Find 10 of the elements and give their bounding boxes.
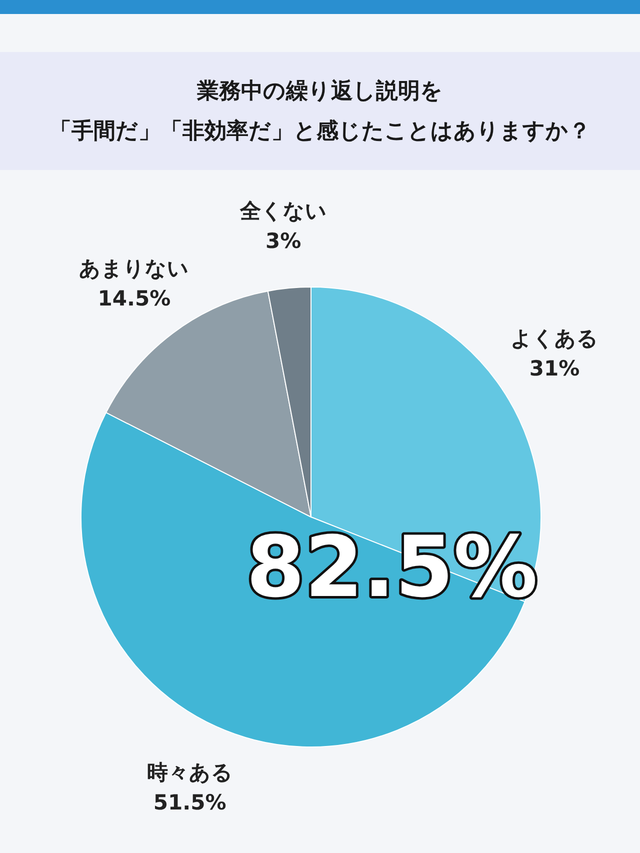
chart-subtitle: 「手間だ」「非効率だ」と感じたことはありますか？	[50, 118, 590, 144]
slice-label: 全くない	[238, 198, 327, 223]
chart-title: 業務中の繰り返し説明を	[196, 79, 443, 104]
data-label: 3%	[265, 228, 302, 253]
slice-label: 時々ある	[146, 760, 233, 784]
data-label: 31%	[529, 356, 580, 381]
data-label: 14.5%	[98, 286, 171, 311]
data-label: 51.5%	[153, 790, 226, 814]
slice-label: よくある	[510, 326, 598, 351]
slice-label: あまりない	[79, 256, 190, 281]
